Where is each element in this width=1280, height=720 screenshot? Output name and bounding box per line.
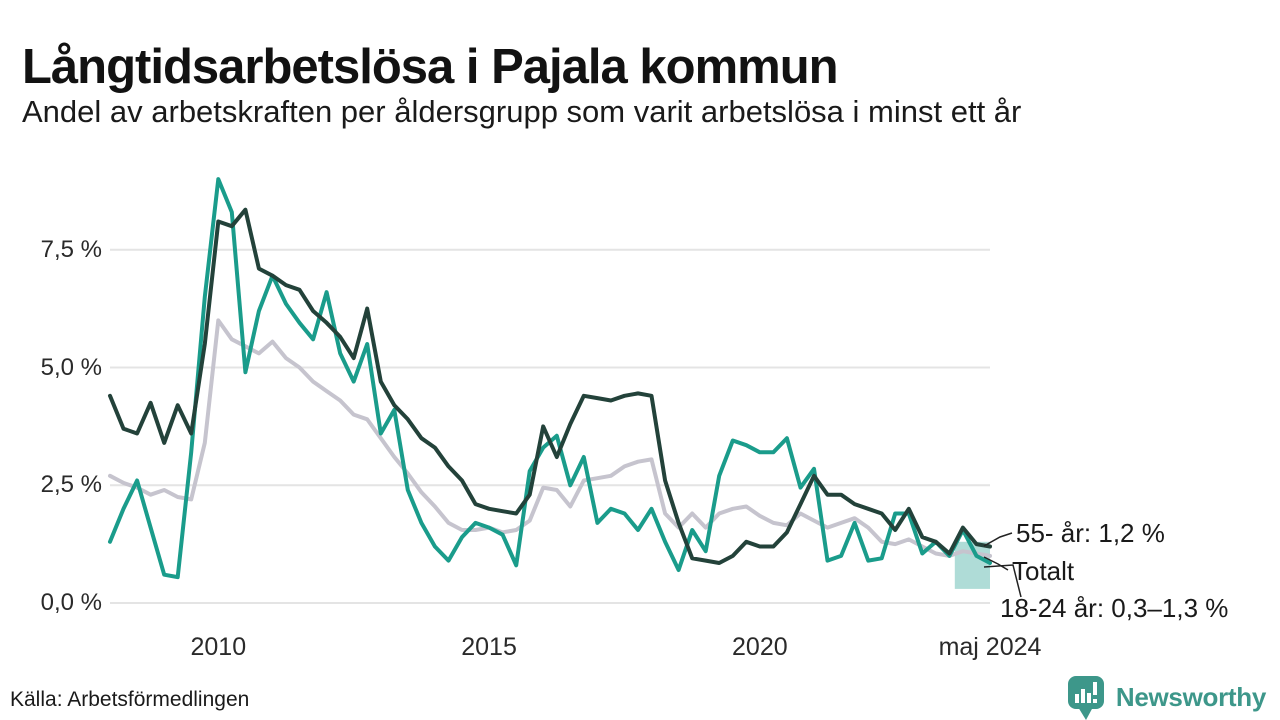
x-axis-label: 2015 (461, 633, 517, 661)
page-title: Långtidsarbetslösa i Pajala kommun (22, 39, 839, 94)
annotation-55-ar: 55- år: 1,2 % (1016, 518, 1165, 548)
y-axis-label: 2,5 % (40, 471, 102, 499)
source-note: Källa: Arbetsförmedlingen (10, 688, 250, 711)
line-totalt (108, 318, 992, 558)
y-axis-label: 7,5 % (40, 235, 102, 263)
x-axis-label: 2020 (732, 633, 788, 661)
annotation-leader-line (983, 556, 1009, 571)
y-axis-label: 5,0 % (40, 353, 102, 381)
x-axis-label: 2010 (190, 633, 247, 661)
line-55-ar (108, 207, 992, 565)
newsworthy-wordmark: Newsworthy (1115, 682, 1266, 712)
x-axis-label: maj 2024 (938, 633, 1042, 661)
annotation-totalt: Totalt (1012, 556, 1075, 586)
newsworthy-logo: Newsworthy (1065, 674, 1266, 720)
annotation-leader-line (983, 564, 1022, 598)
y-axis-label: 0,0 % (40, 589, 102, 616)
annotation-leader-line (983, 532, 1013, 547)
page-subtitle: Andel av arbetskraften per åldersgrupp s… (22, 94, 1022, 129)
line-18-24-ar (108, 177, 992, 580)
bar-chart-speech-bubble-icon (1067, 676, 1104, 720)
annotation-18-24-ar: 18-24 år: 0,3–1,3 % (1000, 593, 1229, 623)
